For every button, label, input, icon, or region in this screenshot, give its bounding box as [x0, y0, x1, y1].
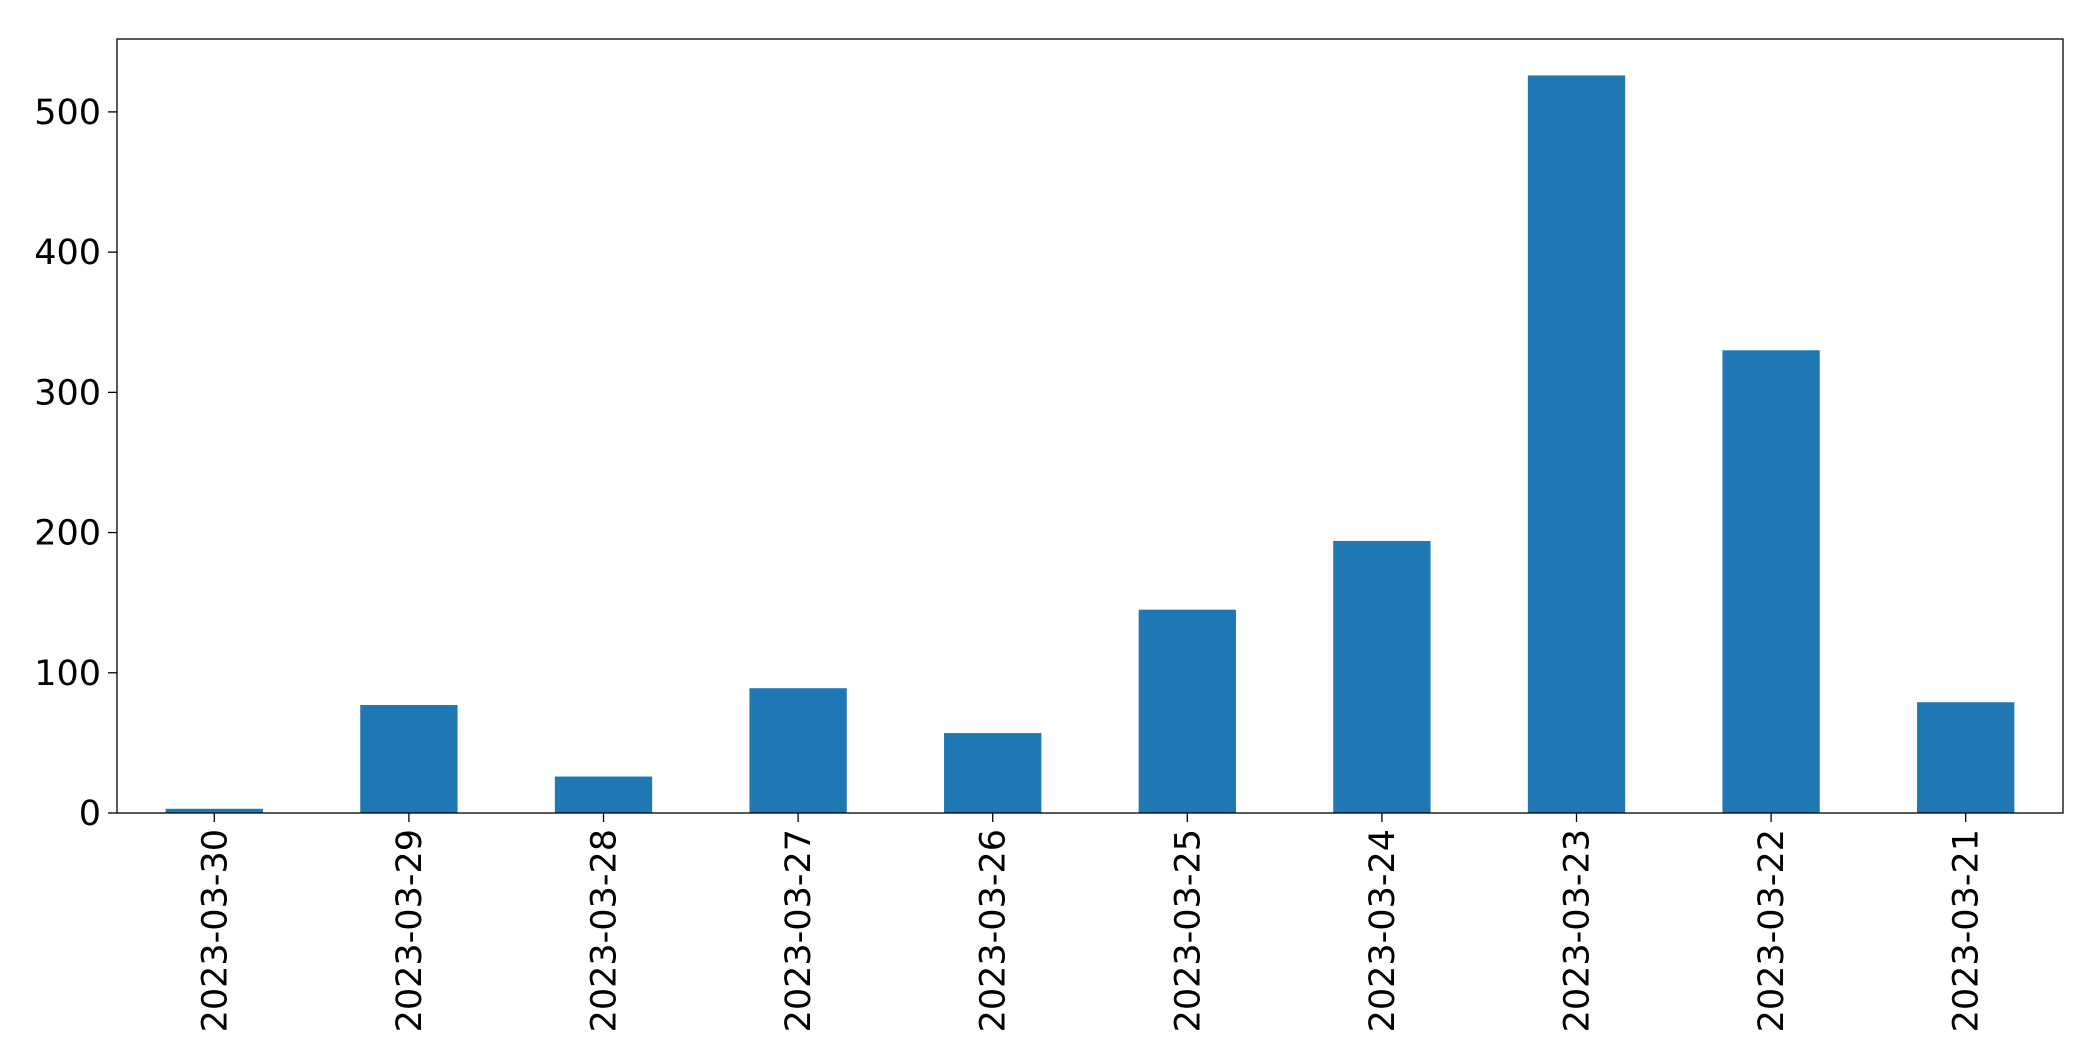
bar — [944, 733, 1042, 813]
bar — [1527, 75, 1626, 813]
bar — [360, 705, 458, 813]
x-tick-label: 2023-03-28 — [585, 829, 625, 1032]
y-tick-label: 300 — [34, 373, 101, 413]
x-tick-label: 2023-03-30 — [195, 829, 235, 1032]
bar — [1917, 702, 2015, 813]
x-tick-label: 2023-03-26 — [974, 829, 1014, 1032]
bar — [1333, 540, 1431, 813]
x-tick-label: 2023-03-25 — [1168, 829, 1208, 1032]
x-tick-label: 2023-03-23 — [1558, 829, 1598, 1032]
x-tick-label: 2023-03-22 — [1752, 829, 1792, 1032]
x-tick-label: 2023-03-24 — [1363, 829, 1403, 1032]
bar — [554, 776, 653, 813]
y-tick-label: 100 — [34, 654, 101, 694]
bar — [165, 808, 263, 813]
y-tick-label: 0 — [79, 794, 101, 834]
y-tick-label: 500 — [34, 93, 101, 133]
y-tick-label: 400 — [34, 233, 101, 273]
plot-frame — [116, 38, 2064, 814]
bar — [749, 688, 847, 813]
y-tick-label: 200 — [34, 514, 101, 554]
x-tick-label: 2023-03-27 — [779, 829, 819, 1032]
bar — [1722, 350, 1820, 813]
bar — [1138, 609, 1236, 813]
x-tick-label: 2023-03-29 — [390, 829, 430, 1032]
x-tick-label: 2023-03-21 — [1947, 829, 1987, 1032]
